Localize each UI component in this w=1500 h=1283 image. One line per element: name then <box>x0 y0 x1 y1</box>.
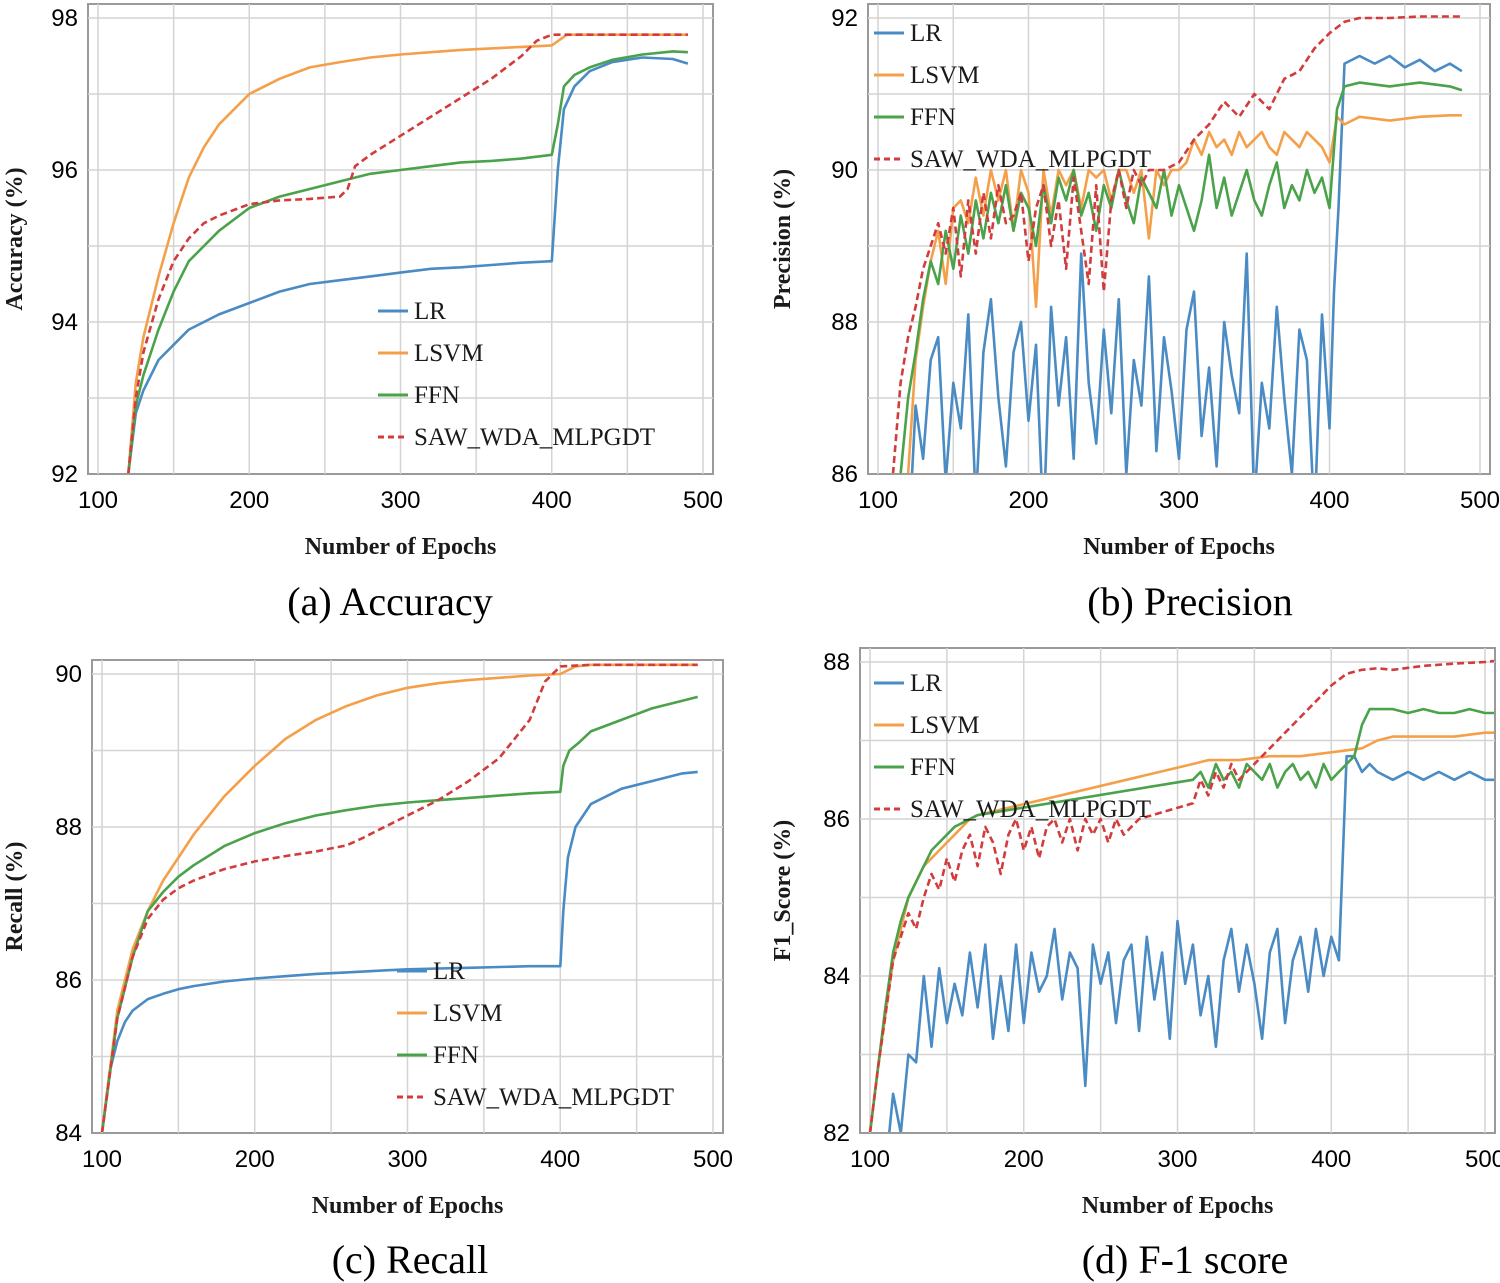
y-tick-label: 98 <box>51 5 78 32</box>
legend: LR LSVM FFN SAW_WDA_MLPGDT <box>397 958 674 1111</box>
x-tick-label: 500 <box>1460 487 1500 514</box>
caption-f1: (d) F-1 score <box>1081 1237 1289 1282</box>
legend-label-saw-wda-mlpgdt: SAW_WDA_MLPGDT <box>433 1084 674 1111</box>
x-tick-label: 400 <box>1311 1146 1351 1173</box>
x-tick-label: 100 <box>78 487 118 514</box>
legend-label-ffn: FFN <box>433 1042 479 1069</box>
y-tick-label: 88 <box>823 649 850 676</box>
x-tick-label: 100 <box>82 1146 122 1173</box>
series-line-lr <box>888 754 1494 1132</box>
legend-label-lsvm: LSVM <box>433 1000 502 1027</box>
x-axis-label: Number of Epochs <box>305 534 497 560</box>
y-tick-label: 96 <box>51 157 78 184</box>
legend-label-lr: LR <box>414 298 446 325</box>
series-line-saw-wda-mlpgdt <box>868 659 1494 1132</box>
x-axis-label: Number of Epochs <box>1083 534 1275 560</box>
x-tick-label: 500 <box>683 487 723 514</box>
x-axis-label: Number of Epochs <box>1082 1193 1274 1219</box>
chart-svg-f1: 100 200 300 400 500 82 84 86 88 Number of Epochs F… <box>770 647 1500 1219</box>
y-tick-label: 92 <box>831 5 858 32</box>
series-line-ffn <box>868 707 1494 1132</box>
chart-svg-precision: 100 200 300 400 500 86 88 90 92 Number of Epochs P… <box>770 3 1500 560</box>
legend: LR LSVM FFN SAW_WDA_MLPGDT <box>378 298 655 451</box>
legend: LR LSVM FFN SAW_WDA_MLPGDT <box>874 20 1151 173</box>
chart-panel-precision: 100 200 300 400 500 86 88 90 92 Number of Epochs P… <box>0 0 1500 560</box>
legend-label-ffn: FFN <box>910 104 956 131</box>
chart-panel-accuracy: 100 200 300 400 500 92 94 96 98 Number of Epochs A… <box>0 0 740 560</box>
series-group <box>868 659 1494 1132</box>
chart-panel-recall: 100 200 300 400 500 84 86 88 90 Number of Epochs R… <box>0 0 740 1220</box>
legend-label-saw-wda-mlpgdt: SAW_WDA_MLPGDT <box>414 424 655 451</box>
legend-label-lr: LR <box>910 20 942 47</box>
y-tick-label: 84 <box>823 963 850 990</box>
x-tick-label: 300 <box>1157 1146 1197 1173</box>
legend-label-lsvm: LSVM <box>414 340 483 367</box>
series-line-ffn <box>100 695 699 1132</box>
y-tick-label: 86 <box>831 461 858 488</box>
y-tick-label: 82 <box>823 1120 850 1147</box>
x-tick-label: 400 <box>532 487 572 514</box>
x-tick-label: 300 <box>1159 487 1199 514</box>
series-line-saw-wda-mlpgdt <box>127 33 688 473</box>
caption-accuracy: (a) Accuracy <box>287 579 493 624</box>
x-tick-label: 100 <box>850 1146 890 1173</box>
x-tick-label: 200 <box>229 487 269 514</box>
x-tick-label: 400 <box>1309 487 1349 514</box>
y-axis-label: Accuracy (%) <box>2 167 28 310</box>
x-tick-label: 500 <box>693 1146 733 1173</box>
grid <box>92 660 723 1133</box>
series-group <box>127 33 689 473</box>
series-line-lr <box>910 54 1463 473</box>
y-tick-label: 88 <box>55 814 82 841</box>
series-group <box>891 15 1463 473</box>
y-axis-label: Recall (%) <box>2 842 28 952</box>
y-tick-label: 84 <box>55 1120 82 1147</box>
y-tick-label: 94 <box>51 309 78 336</box>
legend-label-ffn: FFN <box>414 382 460 409</box>
y-tick-label: 86 <box>55 967 82 994</box>
series-line-saw-wda-mlpgdt <box>100 663 698 1132</box>
legend-label-lsvm: LSVM <box>910 712 979 739</box>
series-line-lsvm <box>906 114 1462 473</box>
chart-svg-accuracy: 100 200 300 400 500 92 94 96 98 Number of Epochs A… <box>2 3 723 560</box>
series-line-lr <box>127 56 689 473</box>
legend: LR LSVM FFN SAW_WDA_MLPGDT <box>874 670 1151 823</box>
y-tick-label: 90 <box>831 157 858 184</box>
y-axis-label: F1_Score (%) <box>770 820 796 962</box>
x-tick-label: 500 <box>1465 1146 1500 1173</box>
caption-precision: (b) Precision <box>1087 579 1293 624</box>
chart-panel-f1: 100 200 300 400 500 82 84 86 88 Number of Epochs F… <box>770 647 1500 1219</box>
legend-label-ffn: FFN <box>910 754 956 781</box>
legend-label-saw-wda-mlpgdt: SAW_WDA_MLPGDT <box>910 146 1151 173</box>
series-line-saw-wda-mlpgdt <box>891 15 1462 473</box>
x-tick-label: 200 <box>1008 487 1048 514</box>
legend-label-lsvm: LSVM <box>910 62 979 89</box>
series-line-lr <box>100 770 698 1132</box>
legend-label-saw-wda-mlpgdt: SAW_WDA_MLPGDT <box>910 796 1151 823</box>
x-tick-label: 200 <box>235 1146 275 1173</box>
x-axis-label: Number of Epochs <box>312 1193 504 1219</box>
chart-svg-recall: 100 200 300 400 500 84 86 88 90 Number of Epochs R… <box>2 659 733 1219</box>
caption-recall: (c) Recall <box>331 1237 489 1282</box>
y-tick-label: 86 <box>823 806 850 833</box>
legend-label-lr: LR <box>910 670 942 697</box>
x-tick-label: 100 <box>858 487 898 514</box>
x-tick-label: 400 <box>540 1146 580 1173</box>
y-tick-label: 90 <box>55 661 82 688</box>
y-tick-label: 92 <box>51 461 78 488</box>
series-line-lsvm <box>100 663 698 1132</box>
y-axis-label: Precision (%) <box>770 169 796 309</box>
x-tick-label: 300 <box>380 487 420 514</box>
x-tick-label: 200 <box>1004 1146 1044 1173</box>
series-group <box>100 663 699 1132</box>
legend-label-lr: LR <box>433 958 465 985</box>
series-line-ffn <box>899 81 1463 473</box>
series-line-ffn <box>127 50 688 473</box>
x-tick-label: 300 <box>387 1146 427 1173</box>
y-tick-label: 88 <box>831 309 858 336</box>
